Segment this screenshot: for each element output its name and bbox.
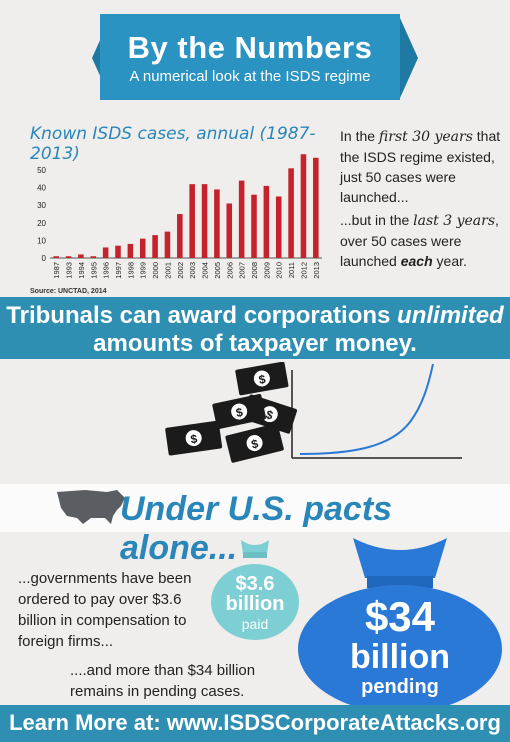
x-tick-label: 2013 [312,262,321,279]
x-tick-label: 2005 [213,262,222,279]
bar [189,184,195,258]
p2-end: year. [432,253,467,269]
compensation-text: ...governments have been ordered to pay … [18,570,192,650]
first-30-years-text: In the first 30 years that the ISDS regi… [340,126,510,207]
last-3-years-text: ...but in the last 3 years, over 50 case… [340,210,510,271]
bar [127,243,134,258]
x-tick-label: 2009 [262,262,271,279]
footer-banner: Learn More at: www.ISDSCorporateAttacks.… [0,705,510,742]
tribunal-banner: Tribunals can award corporations unlimit… [0,297,510,359]
bar [177,214,183,258]
p1-start: In the [340,128,379,144]
x-tick-label: 2011 [287,262,296,278]
bar [152,235,158,258]
footer-link[interactable]: Learn More at: www.ISDSCorporateAttacks.… [9,710,501,735]
x-tick-label: 1998 [126,262,135,279]
x-tick-label: 2000 [151,262,160,279]
svg-text:$: $ [258,372,267,387]
us-pacts-heading: Under U.S. pacts alone... [120,490,393,567]
x-tick-label: 1993 [65,262,74,279]
svg-text:$: $ [190,432,199,447]
p2-each: each [400,253,433,269]
bar [201,184,208,258]
bar [263,185,270,258]
svg-text:$: $ [264,407,275,422]
bar [164,231,171,258]
y-tick-label: 20 [37,219,46,228]
x-tick-label: 2006 [225,262,234,279]
y-tick-label: 0 [42,254,47,263]
big-bag-label: pending [361,676,439,698]
bar [65,256,72,258]
bar [53,256,59,258]
bar [115,245,121,258]
big-bag-unit: billion [349,638,451,676]
big-bag-amount: $34 [364,593,436,640]
x-tick-label: 2007 [238,262,247,279]
small-bag-unit: billion [225,593,285,615]
tribunal-line-1: Tribunals can award corporations unlimit… [0,302,510,330]
money-bill-icon: $ [225,423,284,463]
small-bag-amount: $3.6 [235,573,275,595]
page-subtitle: A numerical look at the ISDS regime [129,68,371,85]
x-tick-label: 1999 [139,262,148,279]
p2-mid: , over 50 cases were launched [340,212,499,269]
bar [102,247,109,258]
money-bill-icon: $ [235,362,289,396]
y-tick-label: 10 [37,236,46,245]
chart-title: Known ISDS cases, annual (1987-2013) [30,124,316,164]
bar [300,154,307,258]
x-tick-label: 2003 [188,262,197,279]
p2-start: ...but in the [340,212,414,228]
bar [139,238,146,258]
tribunal-line-1a: Tribunals can award corporations [6,302,398,329]
money-bill-icon: $ [165,420,223,456]
bar [214,189,220,258]
bar [226,203,233,258]
y-tick-label: 50 [37,166,46,175]
bar [313,157,319,258]
tribunal-unlimited: unlimited [397,302,504,329]
page-title: By the Numbers [127,30,373,65]
x-tick-label: 2008 [250,262,259,279]
x-tick-label: 1997 [114,262,123,279]
tribunal-line-2: amounts of taxpayer money. [93,330,417,357]
x-tick-label: 1987 [52,262,61,279]
svg-text:$: $ [235,405,245,420]
bar [275,196,282,258]
bar [78,254,84,258]
p2-emphasis: last 3 years [413,213,496,229]
y-tick-label: 30 [37,201,46,210]
money-bill-icon: $ [212,393,266,430]
x-tick-label: 1994 [77,262,86,279]
x-tick-label: 2001 [163,262,172,279]
bar [288,168,294,258]
pending-text: ....and more than $34 billion remains in… [70,662,256,700]
x-tick-label: 2012 [299,262,308,279]
x-tick-label: 2010 [275,262,284,279]
bar [90,256,97,258]
y-tick-label: 40 [37,184,46,193]
x-tick-label: 1996 [102,262,111,279]
banner-tail-right [400,18,418,98]
exponential-curve [299,363,434,455]
money-growth-illustration: $ $ $ $ $ [165,362,462,463]
x-tick-label: 2004 [201,262,210,279]
bar-chart: 0 10 20 30 40 50 1987 1993 1994 1995 1996 1997 1998 1… [37,154,322,279]
p1-end: that the ISDS regime existed, just 50 ca… [340,128,501,205]
p1-emphasis: first 30 years [378,129,473,145]
bar [251,194,257,258]
bar [238,180,245,258]
x-tick-label: 1995 [89,262,98,279]
us-map-icon [57,490,125,524]
title-banner [100,14,400,100]
chart-source: Source: UNCTAD, 2014 [30,288,107,295]
money-bag-icon [211,540,299,640]
x-tick-label: 2002 [176,262,185,279]
small-bag-label: paid [241,616,269,632]
money-bag-icon [298,538,502,706]
svg-text:$: $ [250,436,260,451]
